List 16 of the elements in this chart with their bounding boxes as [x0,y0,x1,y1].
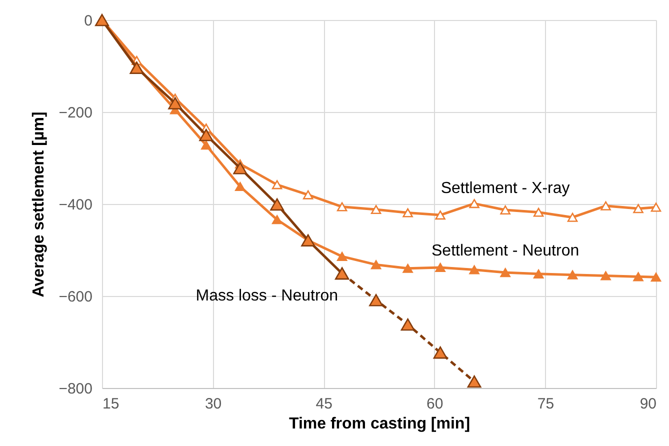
series-label: Settlement - Neutron [432,242,580,260]
x-axis-title: Time from casting [min] [288,416,470,432]
x-tick-label: 15 [102,396,120,412]
y-tick-label: −200 [58,104,92,122]
y-tick-label: −800 [58,380,92,398]
y-tick-label: 0 [84,12,92,30]
x-tick-label: 30 [204,396,222,412]
series-label: Settlement - X-ray [440,180,570,197]
x-tick-label: 60 [426,396,444,412]
y-axis-title: Average settlement [µm] [30,112,48,298]
y-tick-label: −400 [58,196,92,214]
x-tick-label: 90 [640,396,656,412]
y-tick-label: −600 [58,288,92,306]
series-label: Mass loss - Neutron [196,287,338,304]
x-tick-label: 45 [316,396,332,412]
x-tick-label: 75 [537,396,554,412]
